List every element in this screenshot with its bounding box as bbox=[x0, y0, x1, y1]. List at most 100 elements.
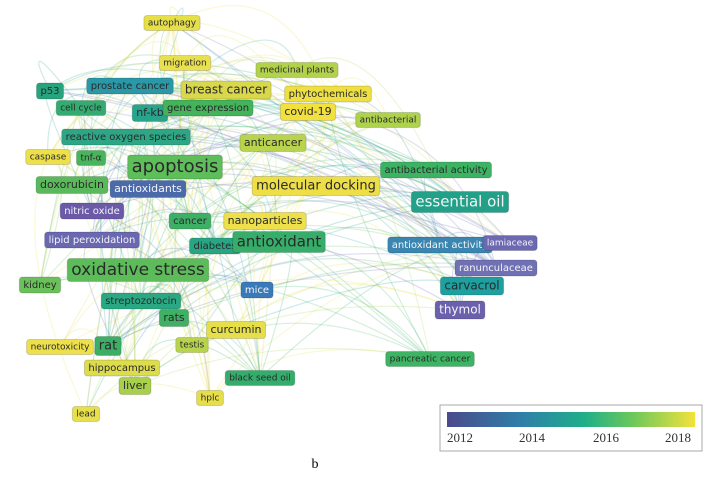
node-box bbox=[158, 309, 190, 327]
edge bbox=[80, 75, 151, 114]
node-label: liver bbox=[123, 379, 147, 392]
edge bbox=[264, 164, 461, 222]
node: rats bbox=[158, 309, 190, 327]
node-box bbox=[18, 276, 62, 294]
edge bbox=[49, 90, 497, 269]
node-box bbox=[26, 339, 94, 355]
node: essential oil bbox=[410, 191, 510, 213]
edge bbox=[125, 103, 389, 138]
node: lead bbox=[71, 406, 101, 422]
edge bbox=[47, 156, 136, 387]
node-box bbox=[482, 235, 538, 251]
node: antibacterial bbox=[355, 112, 421, 128]
node: p53 bbox=[35, 82, 65, 100]
node-box bbox=[196, 390, 224, 406]
node-box bbox=[240, 281, 274, 299]
edge bbox=[47, 156, 123, 369]
node-label: hippocampus bbox=[88, 363, 155, 374]
edge bbox=[49, 62, 227, 92]
node-label: apoptosis bbox=[132, 156, 219, 177]
edge bbox=[134, 119, 389, 387]
edge bbox=[47, 69, 227, 158]
node: carvacrol bbox=[439, 276, 505, 296]
node: cancer bbox=[168, 212, 212, 230]
node-label: prostate cancer bbox=[91, 81, 170, 92]
node-label: p53 bbox=[40, 86, 59, 97]
edge bbox=[149, 39, 298, 114]
node-box bbox=[35, 176, 109, 194]
node: antioxidants bbox=[109, 180, 187, 198]
node-label: rats bbox=[163, 311, 185, 324]
edge bbox=[90, 144, 266, 222]
node-box bbox=[255, 62, 339, 78]
nodes: autophagy migration medicinal plants p53 pro… bbox=[18, 15, 538, 422]
edge bbox=[189, 165, 461, 222]
node: breast cancer bbox=[180, 80, 272, 100]
node-label: rat bbox=[99, 339, 117, 354]
node: molecular docking bbox=[251, 176, 381, 196]
legend-tick: 2014 bbox=[519, 430, 546, 445]
edge bbox=[189, 199, 473, 287]
node-label: diabetes bbox=[193, 241, 236, 252]
node: testis bbox=[175, 337, 209, 353]
node-box bbox=[35, 82, 65, 100]
node-label: medicinal plants bbox=[260, 66, 335, 76]
node: antioxidant bbox=[232, 231, 326, 253]
node: mice bbox=[240, 281, 274, 299]
edge bbox=[59, 278, 461, 348]
node: tnf-α bbox=[75, 150, 107, 166]
node-box bbox=[25, 149, 71, 165]
node: curcumin bbox=[205, 321, 267, 339]
node-label: caspase bbox=[30, 153, 67, 163]
node-label: cell cycle bbox=[60, 104, 102, 114]
node-label: phytochemicals bbox=[289, 89, 368, 100]
node-label: streptozotocin bbox=[105, 296, 177, 307]
node-label: reactive oxygen species bbox=[66, 132, 187, 143]
edge bbox=[134, 322, 431, 387]
node-box bbox=[239, 134, 307, 152]
node: nf-kb bbox=[131, 104, 169, 122]
edge bbox=[134, 305, 461, 387]
node-label: lead bbox=[76, 410, 95, 420]
node-label: nanoparticles bbox=[228, 214, 303, 227]
node-label: doxorubicin bbox=[40, 178, 104, 191]
node-box bbox=[100, 292, 182, 310]
node: lamiaceae bbox=[482, 235, 538, 251]
edge bbox=[47, 93, 151, 158]
node-box bbox=[284, 85, 372, 103]
edge bbox=[212, 211, 280, 247]
node-box bbox=[158, 55, 212, 71]
node-box bbox=[94, 336, 122, 356]
node-box bbox=[55, 100, 107, 116]
edge bbox=[107, 320, 261, 379]
node-box bbox=[59, 202, 125, 220]
node-box bbox=[83, 359, 161, 377]
edge bbox=[38, 60, 82, 109]
node-label: essential oil bbox=[415, 193, 504, 211]
node-label: antioxidants bbox=[114, 182, 182, 195]
node: migration bbox=[158, 55, 212, 71]
node-box bbox=[439, 276, 505, 296]
node-box bbox=[71, 406, 101, 422]
edge bbox=[235, 262, 473, 331]
node: nanoparticles bbox=[223, 212, 307, 230]
legend-box bbox=[439, 404, 703, 452]
node: gene expression bbox=[162, 99, 254, 117]
edge bbox=[85, 142, 274, 415]
node-label: hplc bbox=[201, 394, 220, 404]
node-box bbox=[109, 180, 187, 198]
edge bbox=[173, 258, 473, 319]
edge bbox=[49, 90, 431, 360]
legend-tick: 2012 bbox=[447, 430, 473, 445]
node-box bbox=[143, 15, 201, 31]
node: nitric oxide bbox=[59, 202, 125, 220]
node: liver bbox=[118, 377, 152, 395]
node-label: testis bbox=[180, 341, 205, 351]
node-label: mice bbox=[245, 285, 269, 296]
node: streptozotocin bbox=[100, 292, 182, 310]
color-bar bbox=[447, 412, 695, 427]
node-box bbox=[118, 377, 152, 395]
color-legend: 2012 2014 2016 2018 bbox=[439, 404, 703, 452]
node-label: carvacrol bbox=[444, 279, 499, 293]
node-label: pancreatic cancer bbox=[390, 355, 471, 365]
